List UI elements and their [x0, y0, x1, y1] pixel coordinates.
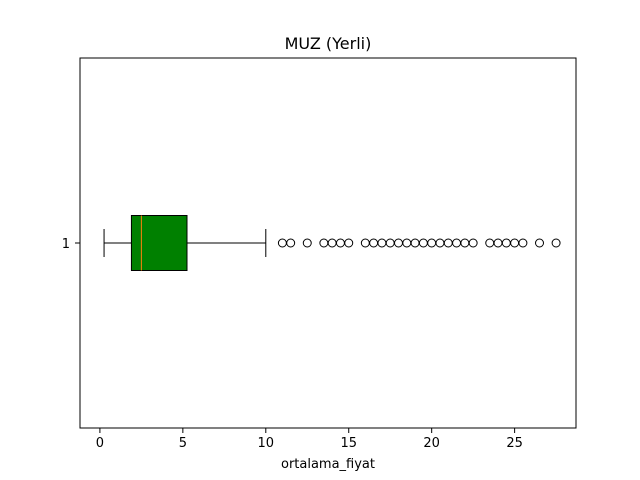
- x-tick-label: 5: [179, 436, 187, 451]
- outlier-point: [319, 238, 329, 248]
- outlier-point: [302, 238, 312, 248]
- outlier-point: [501, 238, 511, 248]
- outlier-point: [277, 238, 287, 248]
- chart-title: MUZ (Yerli): [285, 34, 372, 53]
- outlier-point: [443, 238, 453, 248]
- x-axis: 0 5 10 15 20 25: [96, 428, 523, 451]
- outlier-point: [327, 238, 337, 248]
- x-tick-label: 25: [506, 436, 523, 451]
- outlier-point: [344, 238, 354, 248]
- outlier-point: [551, 238, 561, 248]
- x-tick-label: 20: [423, 436, 440, 451]
- outlier-point: [510, 238, 520, 248]
- outlier-point: [286, 238, 296, 248]
- outlier-point: [435, 238, 445, 248]
- x-tick-label: 0: [96, 436, 104, 451]
- outlier-point: [535, 238, 545, 248]
- outlier-point: [369, 238, 379, 248]
- outlier-point: [427, 238, 437, 248]
- outlier-point: [452, 238, 462, 248]
- outlier-point: [468, 238, 478, 248]
- x-tick-label: 15: [340, 436, 357, 451]
- outlier-point: [360, 238, 370, 248]
- outlier-point: [402, 238, 412, 248]
- outlier-point: [418, 238, 428, 248]
- outlier-point: [410, 238, 420, 248]
- outlier-point: [385, 238, 395, 248]
- outlier-point: [394, 238, 404, 248]
- outlier-point: [493, 238, 503, 248]
- outlier-point: [335, 238, 345, 248]
- iqr-box: [130, 215, 188, 271]
- y-axis: 1: [62, 237, 80, 252]
- x-axis-label: ortalama_fiyat: [281, 457, 375, 472]
- outlier-point: [460, 238, 470, 248]
- outlier-point: [518, 238, 528, 248]
- outlier-point: [485, 238, 495, 248]
- x-tick-label: 10: [258, 436, 275, 451]
- outlier-point: [377, 238, 387, 248]
- box-series: [103, 215, 561, 271]
- y-tick-label: 1: [62, 237, 70, 252]
